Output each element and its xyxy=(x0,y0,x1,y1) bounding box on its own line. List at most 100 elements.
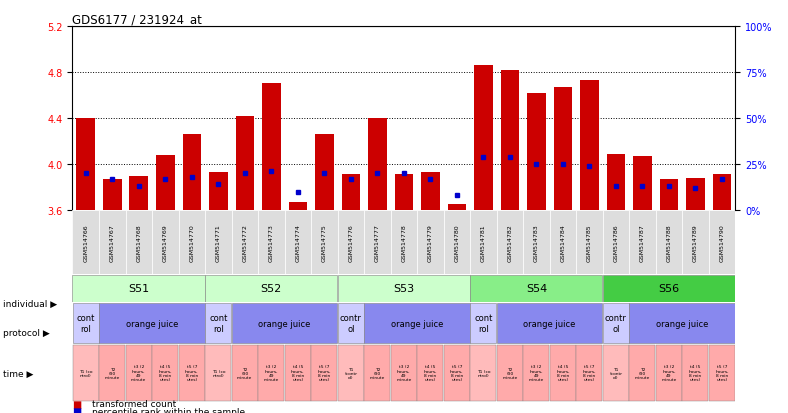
Bar xyxy=(527,93,545,211)
FancyBboxPatch shape xyxy=(656,211,682,275)
FancyBboxPatch shape xyxy=(656,345,682,401)
FancyBboxPatch shape xyxy=(337,211,364,275)
Text: t3 (2
hours,
49
minute: t3 (2 hours, 49 minute xyxy=(529,365,544,381)
Text: orange juice: orange juice xyxy=(126,319,178,328)
FancyBboxPatch shape xyxy=(708,211,735,275)
Text: GSM514778: GSM514778 xyxy=(401,224,407,261)
Text: S51: S51 xyxy=(128,284,150,294)
Text: S54: S54 xyxy=(526,284,547,294)
Text: transformed count: transformed count xyxy=(92,399,177,408)
FancyBboxPatch shape xyxy=(72,345,98,401)
Text: GSM514783: GSM514783 xyxy=(534,224,539,261)
FancyBboxPatch shape xyxy=(550,211,576,275)
FancyBboxPatch shape xyxy=(470,211,496,275)
FancyBboxPatch shape xyxy=(470,275,602,302)
Text: t4 (5
hours,
8 min
utes): t4 (5 hours, 8 min utes) xyxy=(689,365,702,381)
Bar xyxy=(76,119,95,211)
FancyBboxPatch shape xyxy=(576,345,602,401)
Text: GSM514767: GSM514767 xyxy=(110,224,115,261)
Text: individual ▶: individual ▶ xyxy=(3,299,58,308)
Bar xyxy=(183,135,201,211)
FancyBboxPatch shape xyxy=(126,345,152,401)
FancyBboxPatch shape xyxy=(682,345,708,401)
FancyBboxPatch shape xyxy=(232,211,258,275)
Bar xyxy=(686,178,704,211)
Text: GSM514789: GSM514789 xyxy=(693,224,698,261)
Text: contr
ol: contr ol xyxy=(605,314,627,333)
FancyBboxPatch shape xyxy=(391,345,417,401)
FancyBboxPatch shape xyxy=(470,345,496,401)
FancyBboxPatch shape xyxy=(603,345,629,401)
FancyBboxPatch shape xyxy=(709,345,735,401)
Bar xyxy=(500,71,519,211)
FancyBboxPatch shape xyxy=(311,211,337,275)
Text: t4 (5
hours,
8 min
utes): t4 (5 hours, 8 min utes) xyxy=(158,365,172,381)
Text: S52: S52 xyxy=(261,284,282,294)
FancyBboxPatch shape xyxy=(258,211,284,275)
FancyBboxPatch shape xyxy=(550,345,576,401)
Text: GSM514773: GSM514773 xyxy=(269,224,273,261)
Text: GSM514790: GSM514790 xyxy=(719,224,724,261)
FancyBboxPatch shape xyxy=(205,211,232,275)
FancyBboxPatch shape xyxy=(391,211,417,275)
Text: cont
rol: cont rol xyxy=(474,314,492,333)
FancyBboxPatch shape xyxy=(497,345,523,401)
Bar xyxy=(474,66,492,211)
FancyBboxPatch shape xyxy=(603,275,735,302)
FancyBboxPatch shape xyxy=(496,211,523,275)
FancyBboxPatch shape xyxy=(603,211,629,275)
Text: time ▶: time ▶ xyxy=(3,369,34,378)
FancyBboxPatch shape xyxy=(629,211,656,275)
FancyBboxPatch shape xyxy=(337,275,470,302)
Text: t3 (2
hours,
49
minute: t3 (2 hours, 49 minute xyxy=(396,365,411,381)
FancyBboxPatch shape xyxy=(125,211,152,275)
FancyBboxPatch shape xyxy=(311,345,337,401)
Text: GSM514776: GSM514776 xyxy=(348,224,353,261)
Text: t5 (7
hours,
8 min
utes): t5 (7 hours, 8 min utes) xyxy=(582,365,597,381)
Text: GSM514769: GSM514769 xyxy=(163,224,168,261)
Text: GSM514766: GSM514766 xyxy=(84,224,88,261)
Text: GSM514786: GSM514786 xyxy=(613,224,619,261)
FancyBboxPatch shape xyxy=(523,345,549,401)
Text: GSM514772: GSM514772 xyxy=(242,224,247,261)
Text: ■: ■ xyxy=(72,399,82,409)
FancyBboxPatch shape xyxy=(205,275,337,302)
FancyBboxPatch shape xyxy=(364,345,390,401)
Text: S56: S56 xyxy=(658,284,679,294)
FancyBboxPatch shape xyxy=(444,211,470,275)
Text: GSM514780: GSM514780 xyxy=(455,224,459,261)
Bar xyxy=(712,175,731,211)
Bar xyxy=(448,205,466,211)
Text: GSM514787: GSM514787 xyxy=(640,224,645,261)
Text: GSM514781: GSM514781 xyxy=(481,224,486,261)
Text: protocol ▶: protocol ▶ xyxy=(3,328,50,337)
FancyBboxPatch shape xyxy=(284,211,311,275)
Bar xyxy=(288,203,307,211)
FancyBboxPatch shape xyxy=(523,211,550,275)
Text: ■: ■ xyxy=(72,406,82,413)
Text: orange juice: orange juice xyxy=(656,319,708,328)
FancyBboxPatch shape xyxy=(630,345,656,401)
Text: T2
(90
minute: T2 (90 minute xyxy=(237,367,252,379)
Text: GSM514788: GSM514788 xyxy=(667,224,671,261)
Bar xyxy=(633,157,652,211)
Text: cont
rol: cont rol xyxy=(76,314,95,333)
FancyBboxPatch shape xyxy=(72,304,98,343)
Text: contr
ol: contr ol xyxy=(340,314,362,333)
Text: T2
(90
minute: T2 (90 minute xyxy=(502,367,518,379)
FancyBboxPatch shape xyxy=(603,304,629,343)
Text: T1
(contr
ol): T1 (contr ol) xyxy=(344,367,357,379)
Text: S53: S53 xyxy=(393,284,414,294)
Text: t5 (7
hours,
8 min
utes): t5 (7 hours, 8 min utes) xyxy=(716,365,729,381)
FancyBboxPatch shape xyxy=(364,211,391,275)
Text: t4 (5
hours,
8 min
utes): t4 (5 hours, 8 min utes) xyxy=(556,365,570,381)
Bar xyxy=(262,84,281,211)
FancyBboxPatch shape xyxy=(682,211,708,275)
Text: cont
rol: cont rol xyxy=(209,314,228,333)
Text: T2
(90
minute: T2 (90 minute xyxy=(635,367,650,379)
Bar xyxy=(395,175,413,211)
Text: t4 (5
hours,
8 min
utes): t4 (5 hours, 8 min utes) xyxy=(424,365,437,381)
Text: GSM514775: GSM514775 xyxy=(322,224,327,261)
FancyBboxPatch shape xyxy=(206,304,232,343)
Bar xyxy=(368,119,387,211)
